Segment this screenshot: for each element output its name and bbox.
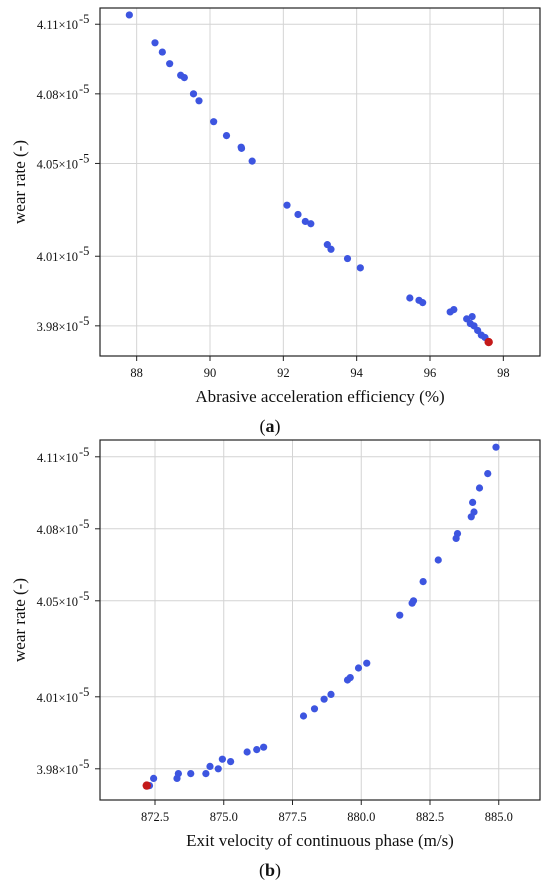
highlight-point [142,781,151,790]
data-point [253,746,261,754]
data-point [195,97,203,105]
x-tick-label: 875.0 [210,810,238,824]
y-tick-exponent: -5 [79,82,89,96]
data-point [356,264,364,272]
x-tick-label: 877.5 [278,810,306,824]
y-tick-label: 4.11×10 [37,451,78,465]
x-axis-label: Abrasive acceleration efficiency (%) [195,387,444,406]
data-point [475,484,484,492]
data-point [354,664,363,672]
data-point [307,220,315,228]
data-point [206,762,214,771]
data-point [125,11,133,19]
x-tick-label: 880.0 [347,810,375,824]
data-point [237,144,246,152]
data-point [299,712,308,720]
y-tick-exponent: -5 [79,589,89,603]
data-point [202,770,210,778]
data-point [214,765,222,773]
y-tick-exponent: -5 [79,445,89,459]
y-tick-label: 4.05×10 [37,595,78,609]
x-tick-label: 88 [130,366,143,380]
data-point [419,578,427,586]
data-point [484,470,492,478]
data-point [174,770,182,778]
data-point [327,245,335,253]
y-tick-exponent: -5 [79,244,89,258]
data-point [150,774,158,783]
highlight-point [484,337,493,347]
data-point [450,306,458,314]
x-tick-label: 94 [350,366,363,380]
panel-label: (b) [259,860,281,881]
x-tick-label: 98 [497,366,510,380]
data-point [283,201,291,209]
data-point [301,217,309,226]
data-point [320,695,328,703]
data-point [189,90,198,98]
data-point [453,530,462,538]
y-tick-label: 4.01×10 [37,691,78,705]
y-tick-exponent: -5 [79,517,89,531]
data-point [468,312,476,321]
panel-label: (a) [260,416,281,437]
data-point [294,210,302,219]
data-point [406,294,414,302]
data-point [243,748,251,756]
y-tick-exponent: -5 [79,151,89,165]
data-point [343,254,352,263]
y-tick-label: 3.98×10 [37,320,78,334]
y-tick-label: 4.11×10 [37,18,78,32]
y-tick-label: 4.05×10 [37,157,78,171]
data-point [260,743,268,751]
y-tick-exponent: -5 [79,12,89,26]
data-point [469,498,477,506]
x-tick-label: 882.5 [416,810,444,824]
x-tick-label: 872.5 [141,810,169,824]
data-point [434,556,442,564]
y-tick-label: 4.01×10 [37,250,78,264]
y-tick-label: 4.08×10 [37,523,78,537]
data-point [470,508,478,516]
data-point [248,157,256,165]
x-tick-label: 90 [204,366,217,380]
plot-frame [99,439,541,801]
data-point [180,74,188,82]
data-point [409,597,418,605]
data-point [227,758,235,766]
y-tick-exponent: -5 [79,757,89,771]
data-point [218,755,226,763]
data-point [327,690,335,699]
y-tick-label: 4.08×10 [37,88,78,102]
y-tick-label: 3.98×10 [37,763,78,777]
y-tick-exponent: -5 [79,685,89,699]
y-axis-label: wear rate (-) [10,140,29,224]
data-point [492,443,500,451]
data-point [166,60,174,68]
data-point [396,611,404,619]
data-point [363,659,371,667]
data-point [310,705,319,713]
plot-frame [99,7,541,357]
x-tick-label: 96 [424,366,437,380]
x-tick-label: 92 [277,366,290,380]
data-point [210,118,218,126]
y-axis-label: wear rate (-) [10,578,29,662]
data-point [187,770,195,778]
x-axis-label: Exit velocity of continuous phase (m/s) [186,831,454,850]
y-tick-exponent: -5 [79,314,89,328]
data-point [158,48,166,56]
data-point [346,674,354,682]
data-point [419,299,427,307]
data-point [222,132,231,140]
chart-panel-a: 88 90 92 94 96 983.98×10 -54.01×10 -54.05×10 -54… [10,7,541,437]
chart-panel-b: 872.5 875.0 877.5 880.0 882.5 885.03.98×10 -54… [10,439,541,881]
x-tick-label: 885.0 [485,810,513,824]
data-point [151,39,159,47]
